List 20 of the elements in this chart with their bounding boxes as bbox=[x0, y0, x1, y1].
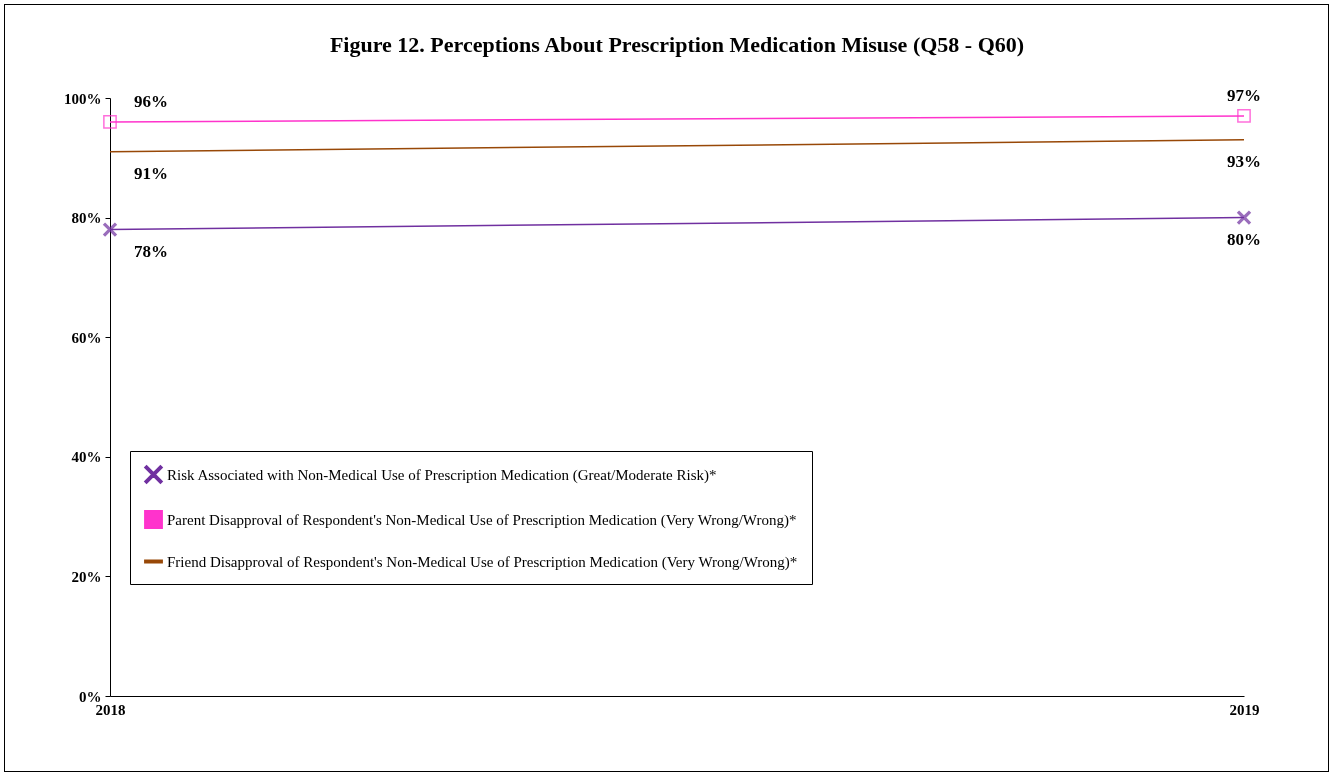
text: 80% bbox=[1227, 229, 1261, 249]
y-tick-label: 40% bbox=[71, 449, 102, 466]
y-tick-label: 60% bbox=[71, 329, 102, 346]
text: 78% bbox=[134, 241, 168, 261]
point bbox=[1237, 210, 1251, 225]
y-tick-label: 80% bbox=[71, 210, 102, 227]
point bbox=[103, 222, 117, 237]
legend-label: Parent Disapproval of Respondent's Non-Medical Use of Prescription Medication (Very Wrong/Wrong)* bbox=[167, 511, 797, 529]
text: 91% bbox=[134, 163, 168, 183]
x-tick-label: 2019 bbox=[1229, 701, 1260, 718]
chart-title: Figure 12. Perceptions About Prescription Medication Misuse (Q58 - Q60) bbox=[329, 31, 1025, 57]
point bbox=[103, 115, 117, 129]
y-tick-label: 100% bbox=[64, 90, 102, 107]
y-tick-label: 20% bbox=[71, 568, 102, 585]
text: 96% bbox=[134, 91, 168, 111]
text: 93% bbox=[1227, 151, 1261, 171]
legend-label: Risk Associated with Non-Medical Use of Prescription Medication (Great/Moderate Risk)* bbox=[167, 466, 717, 484]
text: 97% bbox=[1227, 85, 1261, 105]
legend-label: Friend Disapproval of Respondent's Non-Medical Use of Prescription Medication (Very Wrong/Wrong)* bbox=[167, 553, 798, 571]
point bbox=[1237, 109, 1251, 123]
